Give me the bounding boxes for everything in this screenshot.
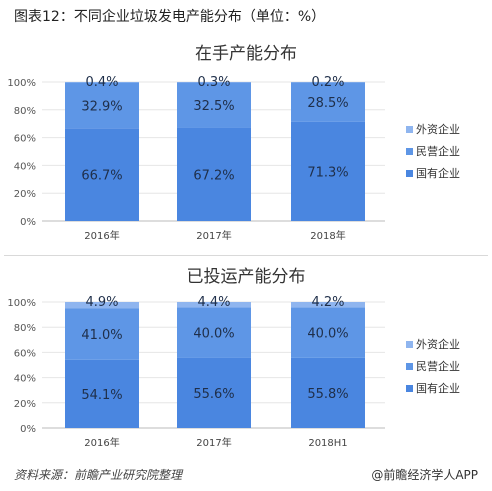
data-label: 55.8% [307,387,348,402]
legend-swatch [406,170,413,177]
x-tick-label: 2016年 [84,229,119,242]
x-tick-label: 2018年 [310,229,345,242]
data-label: 66.7% [81,169,122,184]
bar-segment [65,128,139,221]
legend-swatch [406,341,413,348]
data-label: 28.5% [307,96,348,111]
data-label: 55.6% [193,387,234,402]
bar-segment [177,307,251,358]
footer-source: 资料来源：前瞻产业研究院整理 [14,468,183,482]
bar-segment [291,82,365,122]
bar-segment [65,302,139,309]
legend-swatch [406,148,413,155]
chart-panel-bottom: 已投运产能分布 0% 20% 40% 60% 80% 100% 54.1% 41.0% 4.9% 2… [0,255,492,449]
legend-label: 外资企业 [416,122,460,136]
y-tick-label: 20% [14,189,36,200]
x-tick-label: 2016年 [84,436,119,449]
x-tick-label: 2017年 [196,229,231,242]
data-label: 54.1% [81,388,122,403]
data-label: 32.9% [81,99,122,114]
footer-brand: @前瞻经济学人APP [371,468,478,482]
data-label: 40.0% [307,326,348,341]
bar-segment [177,357,251,428]
panel-divider [4,255,488,445]
data-label: 0.4% [85,75,118,90]
header-title: 图表12：不同企业垃圾发电产能分布（单位：%） [14,9,326,25]
chart-title: 已投运产能分布 [187,267,306,287]
x-tick-label: 2017年 [196,436,231,449]
bar-segment [291,357,365,428]
y-tick-label: 80% [14,323,36,334]
bar-segment [65,82,139,129]
y-tick-label: 0% [20,217,36,228]
data-label: 4.9% [85,295,118,310]
data-label: 40.0% [193,327,234,342]
y-tick-label: 40% [14,161,36,172]
data-label: 32.5% [193,99,234,114]
data-label: 41.0% [81,328,122,343]
data-label: 0.2% [311,75,344,90]
chart-bottom: 已投运产能分布 0% 20% 40% 60% 80% 100% 54.1% 41.0% 4.9% 2… [7,267,460,449]
y-tick-label: 60% [14,348,36,359]
data-label: 67.2% [193,168,234,183]
legend-label: 国有企业 [416,166,460,180]
data-label: 4.4% [197,295,230,310]
legend-swatch [406,363,413,370]
bar-segment [65,359,139,428]
y-tick-label: 40% [14,374,36,385]
bar-segment [177,82,251,128]
y-tick-label: 60% [14,134,36,145]
y-tick-label: 100% [7,298,36,309]
legend-swatch [406,126,413,133]
y-tick-label: 80% [14,106,36,117]
bar-segment [65,82,139,83]
chart-panel-top: 在手产能分布 0% 20% 40% 60% 80% 100% 66.7% 32.9% 0.4% 20… [0,34,492,249]
bar-segment [291,302,365,308]
legend-label: 民营企业 [416,144,460,158]
chart-title: 在手产能分布 [195,44,297,64]
legend-label: 民营企业 [416,359,460,373]
bar-segment [177,302,251,308]
bar-segment [291,307,365,358]
y-tick-label: 100% [7,78,36,89]
data-label: 0.3% [197,75,230,90]
legend-label: 国有企业 [416,381,460,395]
y-tick-label: 20% [14,399,36,410]
x-tick-label: 2018H1 [308,438,347,449]
legend-label: 外资企业 [416,337,460,351]
chart-top: 在手产能分布 0% 20% 40% 60% 80% 100% 66.7% 32.9% 0.4% 20… [7,44,460,242]
bar-segment [177,127,251,221]
data-label: 4.2% [311,295,344,310]
bar-segment [65,308,139,360]
data-label: 71.3% [307,165,348,180]
legend-swatch [406,385,413,392]
bar-segment [291,121,365,221]
y-tick-label: 0% [20,424,36,435]
